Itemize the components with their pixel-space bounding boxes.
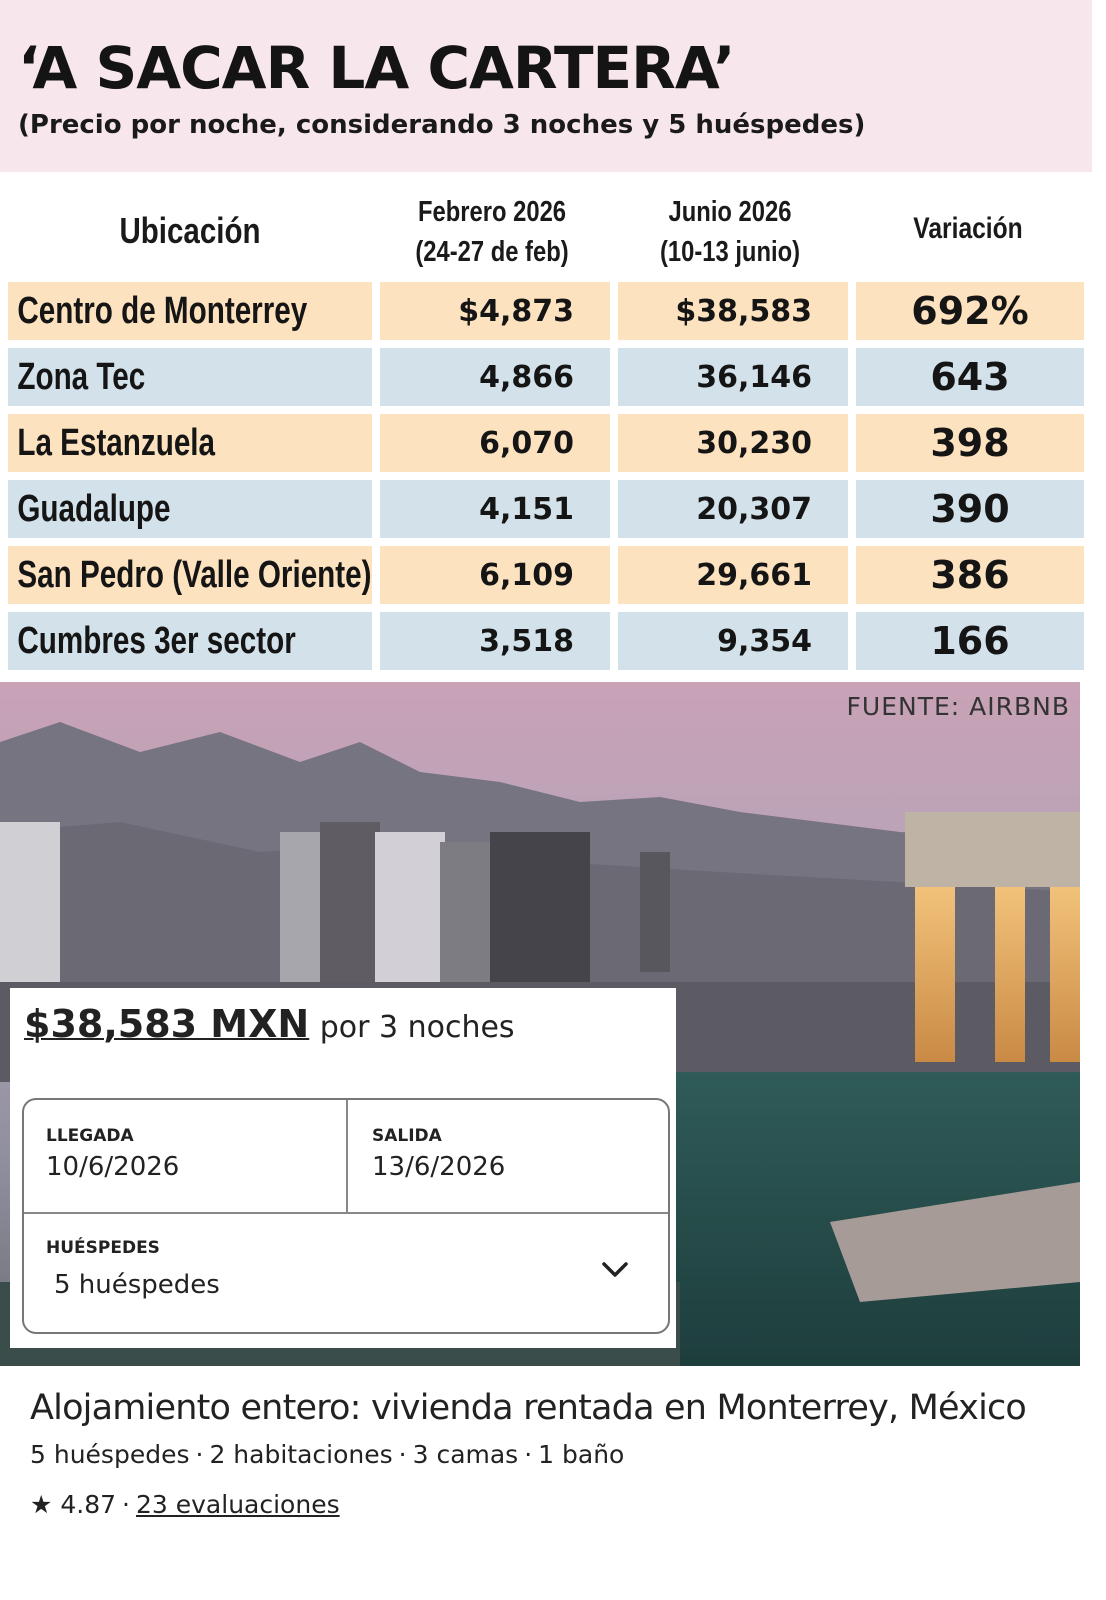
separator-dot: · bbox=[524, 1440, 533, 1469]
variation-value: 390 bbox=[930, 487, 1010, 531]
location-name: La Estanzuela bbox=[17, 421, 216, 464]
column-header-february: Febrero 2026 (24-27 de feb) bbox=[397, 192, 587, 272]
location-cell: Centro de Monterrey bbox=[8, 282, 372, 340]
february-price: 6,070 bbox=[479, 425, 574, 461]
variation-cell: 643 bbox=[856, 348, 1084, 406]
guests-value: 5 huéspedes bbox=[54, 1270, 220, 1300]
location-cell: Zona Tec bbox=[8, 348, 372, 406]
separator-dot: · bbox=[398, 1440, 407, 1469]
variation-value: 398 bbox=[930, 421, 1010, 465]
listing-title: Alojamiento entero: vivienda rentada en … bbox=[30, 1388, 1027, 1428]
june-price: 30,230 bbox=[696, 425, 812, 461]
june-price-cell: 30,230 bbox=[618, 414, 848, 472]
header-band bbox=[0, 0, 1092, 172]
checkout-label: SALIDA bbox=[372, 1126, 442, 1146]
location-cell: Guadalupe bbox=[8, 480, 372, 538]
source-credit: FUENTE: AIRBNB bbox=[846, 692, 1070, 721]
variation-cell: 398 bbox=[856, 414, 1084, 472]
column-header-june: Junio 2026 (10-13 junio) bbox=[635, 192, 825, 272]
june-price-cell: 29,661 bbox=[618, 546, 848, 604]
total-price[interactable]: $38,583 MXN bbox=[24, 1002, 310, 1046]
june-price-cell: 9,354 bbox=[618, 612, 848, 670]
table-row: Cumbres 3er sector 3,518 9,354 166 bbox=[8, 612, 1092, 670]
variation-cell: 166 bbox=[856, 612, 1084, 670]
page-title: ‘A SACAR LA CARTERA’ bbox=[18, 34, 735, 102]
chevron-down-icon[interactable] bbox=[600, 1258, 630, 1282]
variation-cell: 386 bbox=[856, 546, 1084, 604]
location-cell: San Pedro (Valle Oriente) bbox=[8, 546, 372, 604]
june-price: 9,354 bbox=[717, 623, 812, 659]
checkin-value: 10/6/2026 bbox=[46, 1152, 180, 1182]
june-price: $38,583 bbox=[675, 293, 812, 329]
reviews-link[interactable]: 23 evaluaciones bbox=[136, 1490, 340, 1519]
june-price-cell: 20,307 bbox=[618, 480, 848, 538]
location-name: Cumbres 3er sector bbox=[17, 619, 296, 662]
location-name: Guadalupe bbox=[17, 487, 171, 530]
february-price-cell: 4,151 bbox=[380, 480, 610, 538]
location-cell: La Estanzuela bbox=[8, 414, 372, 472]
rating-value: 4.87 bbox=[60, 1490, 117, 1519]
table-row: Guadalupe 4,151 20,307 390 bbox=[8, 480, 1092, 538]
location-name: Centro de Monterrey bbox=[17, 289, 308, 332]
location-name: San Pedro (Valle Oriente) bbox=[17, 553, 372, 596]
column-header-june-month: Junio 2026 bbox=[668, 196, 792, 228]
variation-cell: 692% bbox=[856, 282, 1084, 340]
february-price-cell: 6,109 bbox=[380, 546, 610, 604]
checkout-value: 13/6/2026 bbox=[372, 1152, 506, 1182]
february-price: 4,866 bbox=[479, 359, 574, 395]
guests-label: HUÉSPEDES bbox=[46, 1238, 160, 1258]
listing-rating: ★ 4.87 · 23 evaluaciones bbox=[30, 1490, 340, 1519]
column-header-variation: Variación bbox=[913, 212, 1023, 245]
february-price-cell: $4,873 bbox=[380, 282, 610, 340]
variation-cell: 390 bbox=[856, 480, 1084, 538]
listing-beds: 3 camas bbox=[412, 1440, 519, 1469]
june-price-cell: 36,146 bbox=[618, 348, 848, 406]
february-price: 3,518 bbox=[479, 623, 574, 659]
booking-form: LLEGADA 10/6/2026 SALIDA 13/6/2026 HUÉSP… bbox=[22, 1098, 670, 1334]
price-suffix: por 3 noches bbox=[319, 1010, 515, 1045]
star-icon: ★ bbox=[30, 1490, 53, 1519]
listing-guests: 5 huéspedes bbox=[30, 1440, 190, 1469]
june-price: 29,661 bbox=[696, 557, 812, 593]
table-row: San Pedro (Valle Oriente) 6,109 29,661 3… bbox=[8, 546, 1092, 604]
table-row: Centro de Monterrey $4,873 $38,583 692% bbox=[8, 282, 1092, 340]
table-row: La Estanzuela 6,070 30,230 398 bbox=[8, 414, 1092, 472]
february-price: 4,151 bbox=[479, 491, 574, 527]
separator-dot: · bbox=[122, 1490, 130, 1519]
june-price: 20,307 bbox=[696, 491, 812, 527]
variation-value: 166 bbox=[930, 619, 1010, 663]
page-subtitle: (Precio por noche, considerando 3 noches… bbox=[18, 110, 866, 140]
column-header-june-dates: (10-13 junio) bbox=[659, 236, 801, 268]
february-price-cell: 6,070 bbox=[380, 414, 610, 472]
location-name: Zona Tec bbox=[17, 355, 146, 398]
booking-card: $38,583 MXN por 3 noches LLEGADA 10/6/20… bbox=[10, 988, 676, 1348]
column-header-february-dates: (24-27 de feb) bbox=[415, 236, 569, 268]
variation-value: 643 bbox=[930, 355, 1010, 399]
price-line: $38,583 MXN por 3 noches bbox=[24, 1002, 515, 1046]
listing-bathrooms: 1 baño bbox=[538, 1440, 625, 1469]
listing-details: 5 huéspedes · 2 habitaciones · 3 camas · 1 bañ… bbox=[30, 1440, 624, 1469]
variation-value: 386 bbox=[930, 553, 1010, 597]
location-cell: Cumbres 3er sector bbox=[8, 612, 372, 670]
february-price: $4,873 bbox=[458, 293, 574, 329]
february-price: 6,109 bbox=[479, 557, 574, 593]
divider bbox=[346, 1100, 348, 1212]
column-header-location: Ubicación bbox=[119, 210, 261, 251]
listing-bedrooms: 2 habitaciones bbox=[209, 1440, 393, 1469]
february-price-cell: 3,518 bbox=[380, 612, 610, 670]
variation-value: 692% bbox=[911, 289, 1029, 333]
separator-dot: · bbox=[195, 1440, 204, 1469]
table-row: Zona Tec 4,866 36,146 643 bbox=[8, 348, 1092, 406]
checkin-label: LLEGADA bbox=[46, 1126, 134, 1146]
column-header-february-month: Febrero 2026 bbox=[417, 196, 567, 228]
divider bbox=[24, 1212, 668, 1214]
february-price-cell: 4,866 bbox=[380, 348, 610, 406]
june-price: 36,146 bbox=[696, 359, 812, 395]
june-price-cell: $38,583 bbox=[618, 282, 848, 340]
